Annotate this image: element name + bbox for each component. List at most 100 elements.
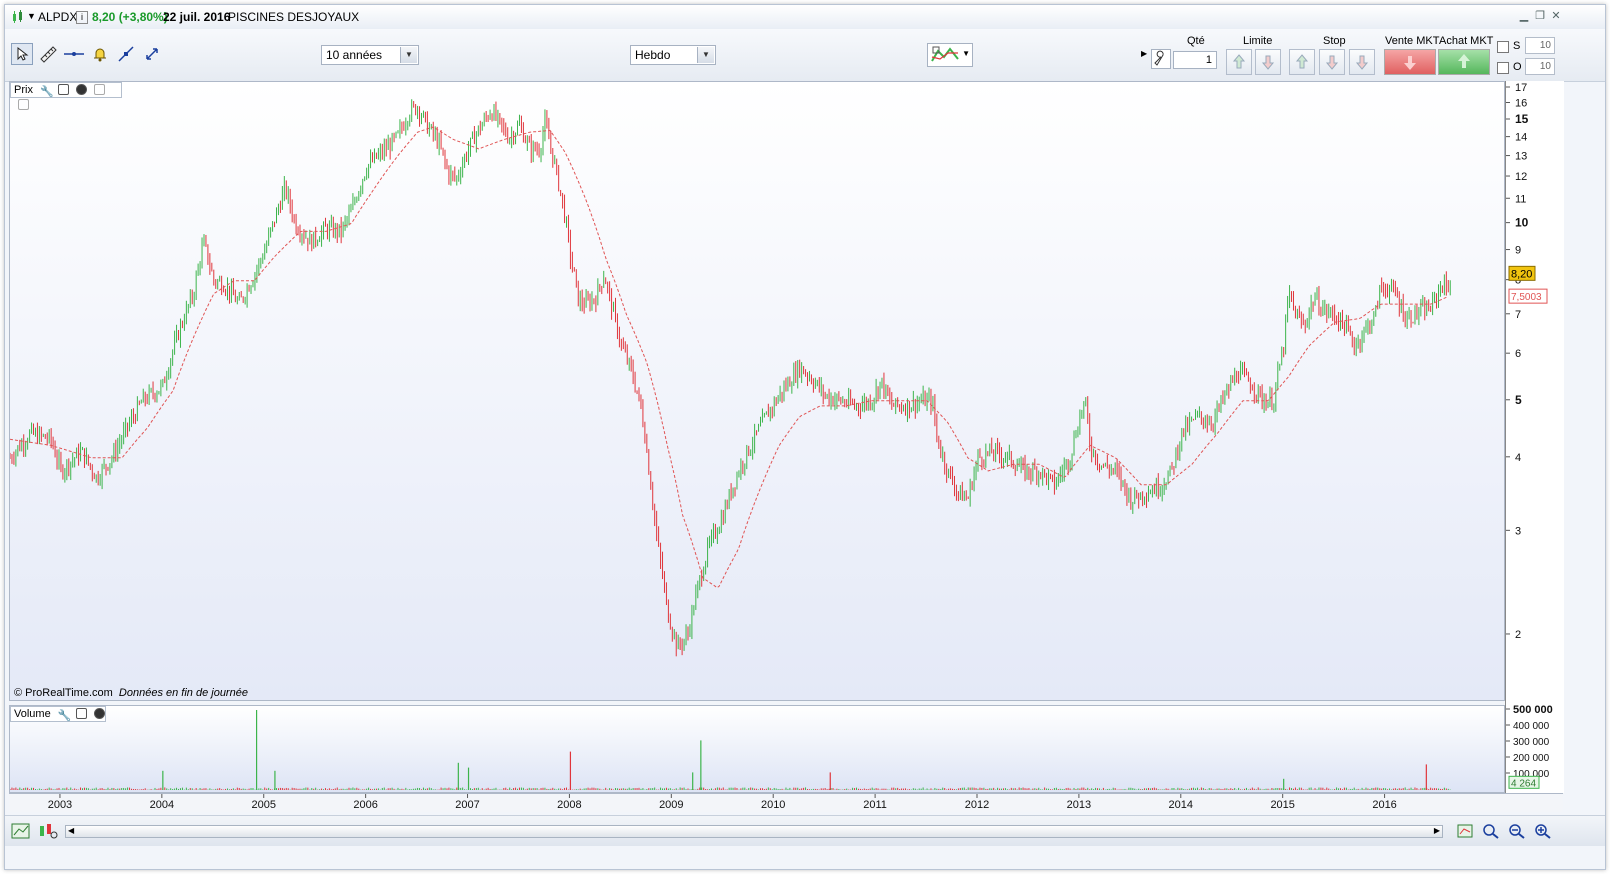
sell-arrow-icon xyxy=(1404,56,1416,70)
vol-tick-label: 500 000 xyxy=(1513,704,1553,716)
horizontal-scrollbar[interactable]: ◀ ▶ xyxy=(65,825,1443,838)
restore-icon[interactable]: ❐ xyxy=(1535,10,1545,22)
y-tick-label: 11 xyxy=(1515,193,1526,205)
last-price-tag-box xyxy=(1508,265,1536,281)
quote-date: 22 juil. 2016 xyxy=(163,10,231,24)
trendline-tool[interactable] xyxy=(115,43,137,65)
wrench-icon xyxy=(1154,50,1164,66)
y-tick-label: 17 xyxy=(1515,82,1527,94)
sell-market-button[interactable] xyxy=(1384,49,1436,75)
x-tick-label: 2015 xyxy=(1270,799,1294,811)
auto-scale-icon[interactable] xyxy=(1455,822,1475,840)
buy-stop-icon xyxy=(1295,54,1309,69)
trailing-stop-icon xyxy=(1355,55,1369,70)
price-pane-label: Prix xyxy=(14,84,33,96)
volume-pane[interactable]: Volume 🔧 xyxy=(9,705,1505,793)
collapse-arrow-icon[interactable]: ▶ xyxy=(1141,49,1148,58)
move-up-icon[interactable] xyxy=(18,99,29,110)
o-input[interactable]: 10 xyxy=(1525,58,1555,75)
x-axis: 2003 2004 2005 2006 2007 2008 2009 2010 2011 2012… xyxy=(9,793,1563,812)
wrench-icon[interactable]: 🔧 xyxy=(57,710,72,722)
minimize-icon[interactable]: ▁ xyxy=(1519,10,1529,22)
limit-label: Limite xyxy=(1243,35,1273,47)
interval-select[interactable]: Hebdo ▼ xyxy=(630,45,716,65)
stop-label: Stop xyxy=(1323,35,1346,47)
toolbar: 10 années ▼ Hebdo ▼ ▼ ▶ Qté 1 Limite Stop … xyxy=(5,29,1605,82)
limit-sell-button[interactable] xyxy=(1255,49,1281,75)
x-tick-label: 2007 xyxy=(455,799,479,811)
buy-market-button[interactable] xyxy=(1438,49,1490,75)
ruler-icon xyxy=(40,46,57,63)
qty-input[interactable]: 1 xyxy=(1173,51,1217,69)
vol-tick-label: 100 000 xyxy=(1513,769,1550,780)
s-checkbox[interactable] xyxy=(1497,41,1509,53)
y-tick-label: 7 xyxy=(1515,309,1521,321)
period-select[interactable]: 10 années ▼ xyxy=(321,45,419,65)
chevron-down-icon[interactable]: ▼ xyxy=(962,49,970,58)
y-tick-label: 12 xyxy=(1515,171,1527,183)
price-chart[interactable] xyxy=(10,82,1504,700)
trendline-icon xyxy=(118,46,134,62)
sell-mkt-label: Vente MKT xyxy=(1385,35,1440,47)
x-tick-label: 2006 xyxy=(353,799,377,811)
move-down-icon[interactable] xyxy=(94,84,106,95)
scroll-left-icon[interactable]: ◀ xyxy=(68,826,75,835)
bottom-bar: ◀ ▶ xyxy=(5,815,1605,846)
candle-icon[interactable] xyxy=(11,10,27,27)
dropdown-arrow-icon[interactable]: ▼ xyxy=(27,11,36,21)
title-bar: ▼ ALPDX i 8,20 (+3,80%) 22 juil. 2016 PI… xyxy=(5,5,1605,30)
price-pane[interactable]: Prix 🔧 © ProRealTime.com Données en fin … xyxy=(9,81,1505,701)
indicator-button[interactable]: ▼ xyxy=(927,43,973,67)
wrench-icon[interactable]: 🔧 xyxy=(40,86,54,98)
chevron-down-icon[interactable]: ▼ xyxy=(400,47,417,63)
limit-buy-button[interactable] xyxy=(1226,49,1252,75)
close-icon[interactable] xyxy=(76,84,88,95)
alert-tool[interactable] xyxy=(89,43,111,65)
s-input[interactable]: 10 xyxy=(1525,37,1555,54)
window-icon[interactable] xyxy=(75,708,87,719)
y-tick-label: 5 xyxy=(1515,393,1522,407)
horizontal-line-icon xyxy=(64,52,84,56)
chevron-down-icon[interactable]: ▼ xyxy=(697,47,714,63)
volume-tag-box xyxy=(1508,775,1540,789)
scroll-right-icon[interactable]: ▶ xyxy=(1433,826,1440,835)
zoom-fit-icon[interactable] xyxy=(1481,822,1501,840)
chart-type-icon[interactable] xyxy=(11,822,31,840)
vol-tick-label: 300 000 xyxy=(1513,737,1550,748)
candle-settings-icon[interactable] xyxy=(37,822,59,840)
close-icon[interactable] xyxy=(93,708,105,719)
ruler-tool[interactable] xyxy=(37,43,59,65)
volume-chart[interactable] xyxy=(10,706,1504,792)
price-change: 8,20 (+3,80%) xyxy=(92,10,168,24)
bell-icon xyxy=(94,48,106,62)
y-tick-label: 3 xyxy=(1515,525,1521,537)
pointer-tool[interactable] xyxy=(11,43,33,65)
buy-arrow-icon xyxy=(1458,54,1470,68)
y-tick-label: 9 xyxy=(1515,245,1521,257)
x-tick-label: 2012 xyxy=(965,799,989,811)
window-icon[interactable] xyxy=(58,84,70,95)
vol-tick-label: 200 000 xyxy=(1513,753,1550,764)
ma-tag-box xyxy=(1508,288,1548,304)
copyright-text: © ProRealTime.com xyxy=(14,687,113,699)
stop-buy-button[interactable] xyxy=(1289,49,1315,75)
resize-tool[interactable] xyxy=(141,43,163,65)
volume-pane-tag: Volume 🔧 xyxy=(10,706,106,722)
cursor-icon xyxy=(17,47,29,61)
info-icon[interactable]: i xyxy=(76,11,88,24)
wrench-button[interactable] xyxy=(1151,49,1171,69)
ma-tag: 7,5003 xyxy=(1511,292,1542,303)
horizontal-line-tool[interactable] xyxy=(63,43,85,65)
sell-limit-icon xyxy=(1261,55,1275,70)
zoom-out-icon[interactable] xyxy=(1507,822,1527,840)
symbol-label: ALPDX xyxy=(38,10,78,24)
zoom-in-icon[interactable] xyxy=(1533,822,1553,840)
o-checkbox[interactable] xyxy=(1497,62,1509,74)
stop-trail-button[interactable] xyxy=(1349,49,1375,75)
period-value: 10 années xyxy=(326,48,383,62)
close-window-icon[interactable]: ✕ xyxy=(1551,10,1561,22)
stop-sell-button[interactable] xyxy=(1319,49,1345,75)
volume-bars xyxy=(10,710,1451,790)
buy-mkt-label: Achat MKT xyxy=(1439,35,1494,47)
